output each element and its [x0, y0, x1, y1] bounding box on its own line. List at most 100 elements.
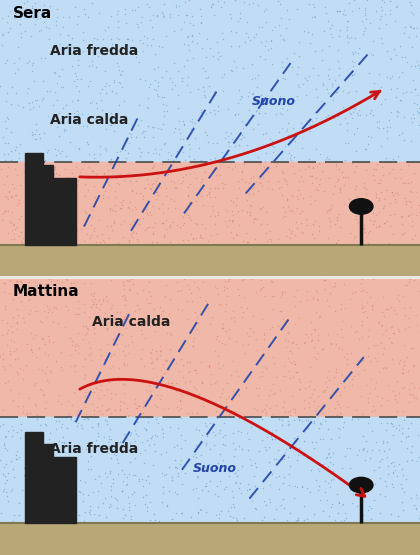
Point — [328, 204, 334, 213]
Point — [362, 8, 368, 17]
Point — [205, 460, 212, 468]
Point — [400, 291, 407, 300]
Point — [341, 280, 347, 289]
Point — [18, 278, 25, 287]
Point — [415, 453, 420, 462]
Point — [121, 281, 127, 290]
Point — [180, 119, 187, 128]
Point — [75, 145, 82, 154]
Point — [257, 178, 263, 186]
Point — [68, 337, 75, 346]
Point — [294, 186, 301, 195]
Point — [276, 306, 283, 315]
Point — [65, 31, 71, 40]
Point — [174, 402, 181, 411]
Point — [153, 174, 160, 183]
Point — [321, 186, 328, 195]
Point — [333, 162, 339, 171]
Point — [141, 424, 147, 433]
Point — [246, 210, 253, 219]
Point — [103, 145, 110, 154]
Point — [114, 6, 121, 15]
Point — [249, 311, 256, 320]
Point — [2, 156, 9, 165]
Point — [71, 417, 77, 426]
Point — [349, 158, 356, 167]
Point — [387, 509, 394, 518]
Point — [33, 498, 40, 507]
Point — [199, 378, 206, 387]
Point — [257, 203, 264, 212]
Point — [133, 176, 140, 185]
Point — [240, 513, 247, 522]
Point — [336, 391, 343, 400]
Point — [197, 4, 203, 13]
Point — [411, 84, 418, 93]
Point — [118, 220, 124, 229]
Point — [354, 451, 360, 460]
Point — [20, 408, 26, 417]
Point — [336, 64, 342, 73]
Point — [335, 209, 342, 218]
Point — [50, 42, 56, 51]
Point — [111, 75, 118, 84]
Point — [190, 341, 197, 350]
Point — [285, 201, 291, 210]
Point — [332, 368, 339, 377]
Point — [311, 47, 318, 56]
Point — [73, 457, 79, 466]
Point — [206, 192, 213, 201]
Point — [191, 383, 198, 392]
Point — [362, 184, 369, 193]
Point — [348, 321, 355, 330]
Point — [285, 416, 291, 425]
Point — [387, 418, 394, 427]
Point — [217, 171, 224, 180]
Point — [276, 386, 283, 395]
Point — [158, 183, 164, 192]
Point — [97, 350, 104, 359]
Point — [191, 167, 197, 176]
Point — [63, 413, 70, 422]
Point — [225, 275, 232, 284]
Point — [258, 204, 265, 213]
Point — [173, 387, 180, 396]
Point — [45, 189, 52, 198]
Point — [216, 509, 223, 518]
Point — [233, 230, 239, 239]
Point — [193, 161, 200, 170]
Point — [80, 36, 87, 45]
Point — [308, 171, 315, 180]
Point — [259, 170, 265, 179]
Point — [136, 57, 142, 66]
Point — [230, 493, 236, 502]
Point — [7, 346, 13, 355]
Point — [134, 315, 141, 324]
Point — [295, 165, 302, 174]
Point — [118, 70, 124, 79]
Point — [394, 107, 401, 116]
Point — [143, 209, 150, 218]
Point — [338, 324, 344, 333]
Point — [129, 205, 135, 214]
Point — [278, 324, 284, 332]
Point — [163, 101, 169, 110]
Point — [201, 223, 208, 232]
Point — [32, 0, 38, 8]
Point — [168, 475, 175, 484]
Point — [131, 471, 138, 480]
Point — [130, 279, 136, 288]
Point — [199, 486, 205, 495]
Point — [91, 149, 98, 158]
Point — [338, 516, 344, 525]
Point — [379, 439, 386, 448]
Point — [252, 73, 259, 82]
Point — [102, 25, 108, 34]
Point — [258, 436, 265, 445]
Point — [243, 383, 249, 392]
Point — [294, 63, 301, 72]
Point — [238, 302, 244, 311]
Point — [184, 56, 191, 64]
Point — [409, 216, 415, 225]
Point — [364, 447, 370, 456]
